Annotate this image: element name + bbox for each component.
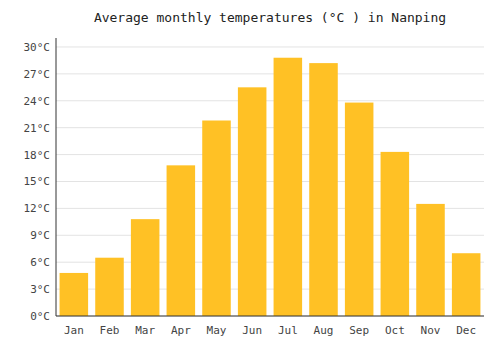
x-tick-label: Jul	[278, 324, 298, 337]
y-tick-label: 9°C	[30, 229, 50, 242]
y-tick-label: 30°C	[24, 41, 51, 54]
x-tick-label: Mar	[135, 324, 155, 337]
x-tick-label: Oct	[385, 324, 405, 337]
bar	[381, 152, 410, 316]
x-tick-label: Jan	[64, 324, 84, 337]
bar	[416, 204, 445, 316]
bar	[202, 121, 231, 316]
title: Average monthly temperatures (°C ) in Na…	[94, 10, 446, 25]
y-tick-label: 24°C	[24, 95, 51, 108]
grid-line	[56, 46, 484, 47]
bar	[452, 253, 481, 316]
x-tick-label: Jun	[242, 324, 262, 337]
bar	[309, 63, 338, 316]
grid-line	[56, 127, 484, 128]
bar	[60, 273, 89, 316]
grid-line	[56, 100, 484, 101]
y-tick-label: 18°C	[24, 149, 51, 162]
y-tick-label: 6°C	[30, 256, 50, 269]
x-axis-line	[56, 316, 484, 317]
grid-line	[56, 181, 484, 182]
bar	[238, 87, 267, 316]
grid-line	[56, 73, 484, 74]
x-tick-label: Feb	[100, 324, 120, 337]
x-tick-label: Apr	[171, 324, 191, 337]
x-tick-label: May	[207, 324, 227, 337]
y-tick-label: 15°C	[24, 175, 51, 188]
y-tick-label: 27°C	[24, 68, 51, 81]
y-tick-label: 3°C	[30, 283, 50, 296]
x-tick-label: Nov	[421, 324, 441, 337]
bar	[274, 58, 303, 316]
bar	[131, 219, 160, 316]
bar	[95, 258, 124, 316]
bar	[345, 103, 374, 316]
bars	[60, 58, 481, 316]
y-tick-label: 21°C	[24, 122, 51, 135]
grid-line	[56, 154, 484, 155]
y-axis-line	[56, 38, 57, 316]
chart: Average monthly temperatures (°C ) in Na…	[0, 0, 500, 350]
bar	[167, 165, 196, 316]
x-tick-label: Dec	[456, 324, 476, 337]
x-tick-label: Sep	[349, 324, 369, 337]
y-tick-label: 0°C	[30, 310, 50, 323]
x-tick-label: Aug	[314, 324, 334, 337]
y-tick-label: 12°C	[24, 202, 51, 215]
grid-line	[56, 316, 484, 317]
